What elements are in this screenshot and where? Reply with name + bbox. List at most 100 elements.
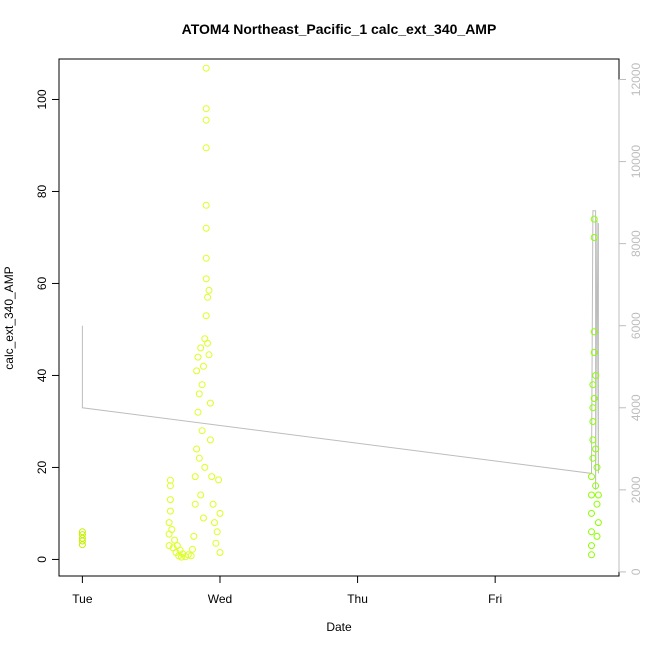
data-point <box>594 491 602 499</box>
data-point <box>588 528 595 536</box>
data-point <box>202 64 210 72</box>
data-point <box>78 528 86 536</box>
y-right-tick-label: 2000 <box>629 476 643 503</box>
y-axis-right: 0 2000 4000 6000 8000 10000 12000 <box>618 63 643 575</box>
data-point <box>589 381 597 389</box>
data-point <box>202 224 210 232</box>
data-point <box>198 427 206 435</box>
data-point <box>212 539 220 547</box>
data-point <box>216 549 224 556</box>
data-point <box>166 507 174 515</box>
data-point <box>593 463 601 471</box>
data-point <box>194 353 202 361</box>
secondary-line <box>81 210 599 490</box>
data-point <box>590 234 598 241</box>
data-point <box>588 473 595 481</box>
data-point <box>202 116 210 124</box>
data-point <box>200 514 207 522</box>
data-point <box>205 286 213 294</box>
data-point <box>206 399 214 407</box>
data-point <box>590 349 598 356</box>
y-right-tick-label: 0 <box>629 568 643 575</box>
data-point <box>216 509 224 517</box>
data-point <box>589 436 597 444</box>
data-point <box>201 463 209 471</box>
data-point <box>202 275 210 283</box>
data-point <box>202 144 210 152</box>
data-point <box>589 454 597 462</box>
data-point <box>209 500 217 508</box>
data-point <box>213 528 221 536</box>
data-point <box>208 473 216 481</box>
x-axis-label: Date <box>326 620 352 634</box>
data-point <box>202 201 210 209</box>
data-point <box>195 454 203 462</box>
data-point <box>592 445 600 453</box>
data-point <box>590 328 598 336</box>
data-point <box>588 509 595 517</box>
plot-area <box>78 64 602 561</box>
data-point <box>165 519 173 527</box>
data-point <box>592 482 600 490</box>
data-point <box>204 339 212 347</box>
y-tick-label: 60 <box>35 276 49 290</box>
y-right-tick-label: 4000 <box>629 394 643 421</box>
data-point <box>189 545 196 553</box>
data-point <box>200 362 207 370</box>
y-right-tick-label: 8000 <box>629 230 643 257</box>
y-right-tick-label: 12000 <box>629 63 643 97</box>
data-point <box>202 312 210 320</box>
data-point <box>215 476 223 484</box>
data-point <box>193 367 201 375</box>
chart-title: ATOM4 Northeast_Pacific_1 calc_ext_340_A… <box>182 21 497 37</box>
data-point <box>204 293 212 301</box>
x-tick-label: Thu <box>347 592 368 606</box>
data-point <box>197 491 205 499</box>
data-point <box>187 552 195 560</box>
data-point <box>202 105 210 113</box>
data-point <box>195 390 203 398</box>
data-point <box>191 473 199 481</box>
y-axis-label: calc_ext_340_AMP <box>2 266 16 369</box>
y-right-tick-label: 6000 <box>629 312 643 339</box>
data-point <box>202 254 210 262</box>
data-point <box>166 476 174 484</box>
data-point <box>166 496 174 504</box>
x-axis: Tue Wed Thu Fri <box>72 575 502 606</box>
data-point <box>194 408 202 416</box>
y-right-tick-label: 10000 <box>629 145 643 179</box>
data-point <box>198 381 206 389</box>
y-tick-label: 100 <box>35 89 49 109</box>
data-point <box>171 536 179 544</box>
y-tick-label: 80 <box>35 184 49 198</box>
data-point <box>178 553 185 561</box>
data-point <box>205 351 213 359</box>
y-tick-label: 40 <box>35 368 49 382</box>
data-point <box>589 418 597 425</box>
data-point <box>592 372 600 379</box>
data-point <box>588 542 595 550</box>
data-point <box>588 491 595 499</box>
data-point <box>593 532 601 540</box>
data-point <box>191 500 199 508</box>
data-point <box>593 500 601 508</box>
y-tick-label: 0 <box>35 556 49 563</box>
data-point <box>594 519 602 527</box>
data-point <box>590 395 598 402</box>
plot-frame <box>58 58 620 577</box>
y-axis: 0 20 40 60 80 100 <box>35 89 60 563</box>
y-tick-label: 20 <box>35 460 49 474</box>
data-point <box>589 404 597 412</box>
data-point <box>588 551 595 559</box>
data-point <box>78 531 86 539</box>
x-tick-label: Fri <box>488 592 502 606</box>
data-point <box>211 519 218 527</box>
x-tick-label: Tue <box>72 592 93 606</box>
data-point <box>168 526 176 533</box>
data-point <box>165 542 173 550</box>
data-point <box>197 344 205 352</box>
data-point <box>190 532 198 540</box>
data-point <box>193 445 201 453</box>
x-tick-label: Wed <box>208 592 232 606</box>
